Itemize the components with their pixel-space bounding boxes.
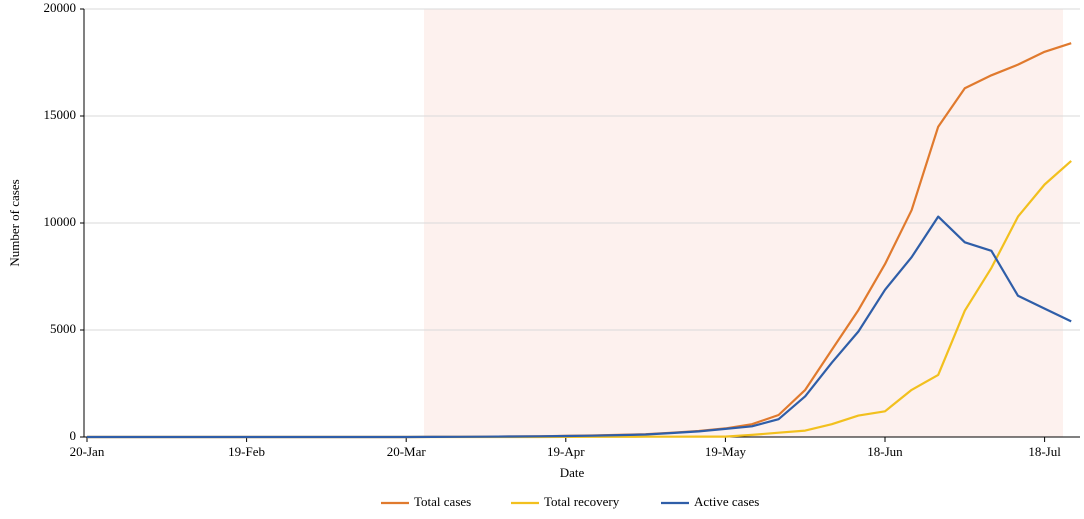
x-tick-label: 18-Jul (1028, 444, 1061, 459)
y-tick-label: 10000 (44, 214, 77, 229)
y-tick-label: 5000 (50, 321, 76, 336)
y-tick-label: 15000 (44, 107, 77, 122)
legend-label: Active cases (694, 494, 759, 509)
legend-label: Total cases (414, 494, 471, 509)
y-tick-label: 20000 (44, 0, 77, 15)
series-line (87, 215, 1072, 439)
y-axis-title: Number of cases (7, 179, 22, 266)
x-tick-label: 19-May (705, 444, 747, 459)
x-tick-label: 20-Mar (387, 444, 427, 459)
x-axis-title: Date (560, 465, 585, 480)
x-tick-label: 19-Feb (228, 444, 265, 459)
y-tick-label: 0 (70, 428, 77, 443)
x-tick-label: 19-Apr (547, 444, 585, 459)
legend-label: Total recovery (544, 494, 620, 509)
x-tick-label: 20-Jan (70, 444, 105, 459)
x-tick-label: 18-Jun (867, 444, 903, 459)
